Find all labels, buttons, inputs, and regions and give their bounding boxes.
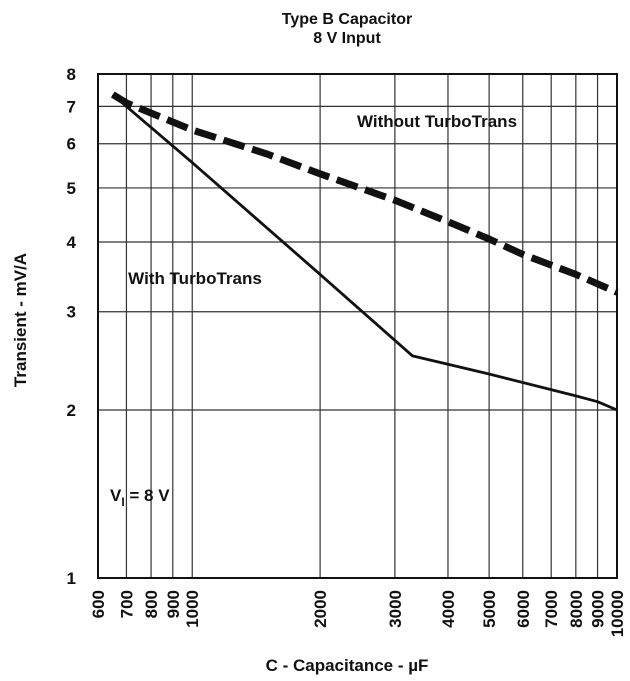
series-layer bbox=[110, 91, 619, 412]
y-tick-label-8: 8 bbox=[67, 65, 76, 84]
x-tick-label-600: 600 bbox=[89, 590, 108, 618]
x-tick-label-2000: 2000 bbox=[311, 590, 330, 628]
y-tick-labels: 1 2 3 4 5 6 7 8 bbox=[67, 65, 77, 588]
x-tick-label-700: 700 bbox=[117, 590, 136, 618]
y-tick-label-3: 3 bbox=[67, 303, 76, 322]
chart-subtitle: 8 V Input bbox=[313, 30, 381, 47]
x-tick-label-800: 800 bbox=[142, 590, 161, 618]
x-tick-label-8000: 8000 bbox=[567, 590, 586, 628]
x-tick-label-1000: 1000 bbox=[183, 590, 202, 628]
annotation-subscript: I bbox=[121, 495, 124, 509]
series-label-with-turbotrans: With TurboTrans bbox=[128, 269, 262, 288]
series-label-without-turbotrans: Without TurboTrans bbox=[357, 112, 517, 131]
y-tick-label-2: 2 bbox=[67, 401, 76, 420]
y-tick-label-4: 4 bbox=[67, 233, 77, 252]
x-tick-label-5000: 5000 bbox=[480, 590, 499, 628]
x-tick-label-7000: 7000 bbox=[542, 590, 561, 628]
chart-title: Type B Capacitor bbox=[282, 11, 412, 28]
x-tick-label-6000: 6000 bbox=[514, 590, 533, 628]
annotation-v: V bbox=[110, 486, 122, 505]
series-line-with-turbotrans bbox=[111, 93, 618, 412]
x-tick-label-3000: 3000 bbox=[386, 590, 405, 628]
x-axis-label: C - Capacitance - µF bbox=[266, 656, 429, 675]
x-tick-label-10000: 10000 bbox=[608, 590, 627, 637]
y-axis-label: Transient - mV/A bbox=[11, 253, 30, 387]
annotation-value: = 8 V bbox=[125, 486, 171, 505]
x-tick-label-4000: 4000 bbox=[439, 590, 458, 628]
x-tick-labels: 600 700 800 900 1000 2000 3000 4000 5000 6000 7000… bbox=[89, 590, 627, 637]
x-tick-label-900: 900 bbox=[164, 590, 183, 618]
x-tick-label-9000: 9000 bbox=[589, 590, 608, 628]
y-tick-label-1: 1 bbox=[67, 569, 76, 588]
plot-frame bbox=[97, 73, 618, 579]
series-line-without-turbotrans bbox=[110, 91, 619, 296]
y-tick-label-6: 6 bbox=[67, 135, 76, 154]
y-tick-label-7: 7 bbox=[67, 97, 76, 116]
input-voltage-annotation: VI = 8 V bbox=[110, 486, 170, 509]
y-tick-label-5: 5 bbox=[67, 179, 76, 198]
